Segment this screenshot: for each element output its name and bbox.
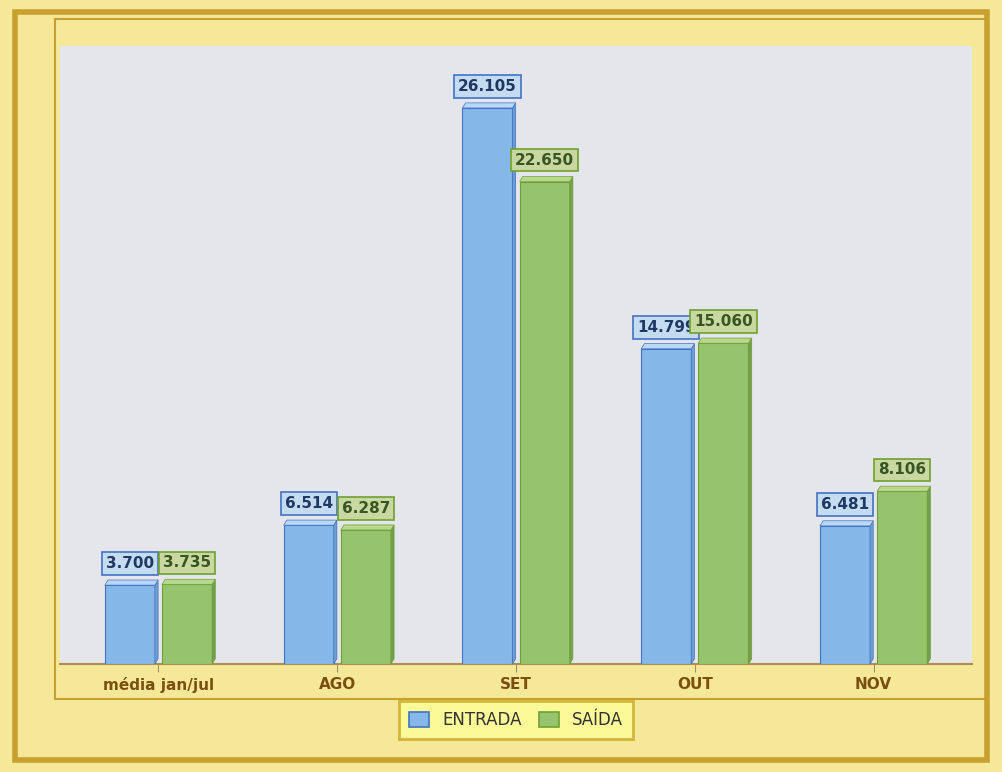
- Polygon shape: [641, 344, 694, 349]
- Polygon shape: [341, 525, 394, 530]
- Text: 15.060: 15.060: [694, 314, 753, 330]
- Legend: ENTRADA, SAÍDA: ENTRADA, SAÍDA: [399, 701, 633, 739]
- Text: 8.106: 8.106: [878, 462, 926, 477]
- Polygon shape: [105, 585, 155, 664]
- Polygon shape: [870, 521, 874, 664]
- Text: 14.799: 14.799: [637, 320, 695, 335]
- Polygon shape: [334, 520, 337, 664]
- Polygon shape: [341, 530, 391, 664]
- Text: 22.650: 22.650: [515, 153, 574, 168]
- Polygon shape: [162, 579, 215, 584]
- Polygon shape: [212, 579, 215, 664]
- Text: 3.700: 3.700: [106, 557, 154, 571]
- Text: 26.105: 26.105: [458, 79, 517, 94]
- Polygon shape: [520, 181, 570, 664]
- Polygon shape: [691, 344, 694, 664]
- Polygon shape: [105, 580, 158, 585]
- Polygon shape: [698, 338, 752, 344]
- Polygon shape: [284, 525, 334, 664]
- Text: 3.735: 3.735: [163, 556, 211, 571]
- Polygon shape: [820, 521, 874, 526]
- Text: 6.287: 6.287: [342, 501, 390, 516]
- Polygon shape: [698, 344, 748, 664]
- Polygon shape: [155, 580, 158, 664]
- Text: 6.481: 6.481: [821, 497, 869, 512]
- Polygon shape: [748, 338, 752, 664]
- Polygon shape: [284, 520, 337, 525]
- Polygon shape: [162, 584, 212, 664]
- Polygon shape: [927, 486, 931, 664]
- Text: 6.514: 6.514: [285, 496, 333, 511]
- Polygon shape: [462, 103, 516, 108]
- Polygon shape: [462, 108, 512, 664]
- Polygon shape: [570, 177, 573, 664]
- Polygon shape: [877, 486, 931, 491]
- Polygon shape: [391, 525, 394, 664]
- Polygon shape: [641, 349, 691, 664]
- Polygon shape: [520, 177, 573, 181]
- Polygon shape: [820, 526, 870, 664]
- Polygon shape: [877, 491, 927, 664]
- Polygon shape: [512, 103, 516, 664]
